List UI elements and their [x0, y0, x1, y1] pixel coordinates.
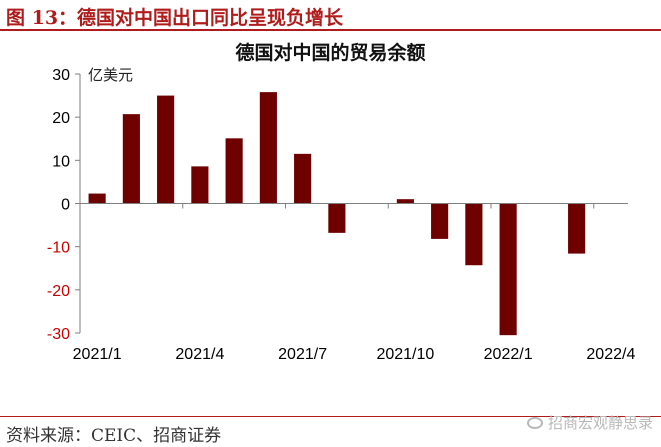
bar-2021/6 — [259, 92, 277, 204]
bar-2021/12 — [465, 203, 483, 266]
y-tick-label: 0 — [61, 197, 70, 214]
x-tick-label: 2021/7 — [278, 346, 327, 363]
x-tick-label: 2021/1 — [73, 346, 122, 363]
y-tick-label: 10 — [52, 153, 70, 170]
bar-2021/4 — [191, 166, 209, 204]
bar-2021/5 — [225, 138, 243, 204]
bar-chart: 30 20 10 0 -10 -20 -30 亿美元 2021/1 2021/4 2021/7 202… — [47, 66, 636, 363]
x-tick-label: 2021/4 — [175, 346, 224, 363]
y-tick-label: 30 — [52, 67, 70, 84]
y-tick-label: -30 — [47, 326, 70, 343]
x-tick-label: 2021/10 — [376, 346, 434, 363]
chart-title: 德国对中国的贸易余额 — [235, 42, 426, 64]
y-tick-label: 20 — [52, 110, 70, 127]
watermark-text: 招商宏观静思录 — [547, 414, 653, 432]
bar-2021/3 — [157, 95, 175, 204]
x-tick-label: 2022/1 — [484, 346, 533, 363]
bar-2021/1 — [88, 193, 106, 204]
bar-2021/8 — [328, 203, 346, 233]
bar-2022/1 — [499, 203, 517, 336]
unit-label: 亿美元 — [88, 66, 133, 84]
watermark: 招商宏观静思录 — [526, 412, 653, 433]
y-tick-label: -10 — [47, 240, 70, 257]
figure-header: 图 13：德国对中国出口同比呈现负增长 — [0, 0, 661, 31]
wechat-icon — [526, 416, 543, 429]
bar-2021/2 — [122, 114, 140, 204]
source-note: 资料来源：CEIC、招商证券 — [6, 426, 222, 446]
footer-divider — [0, 416, 661, 417]
x-tick-label: 2022/4 — [586, 346, 635, 363]
bar-2022/3 — [568, 203, 586, 254]
y-tick-label: -20 — [47, 283, 70, 300]
bar-2021/7 — [294, 153, 312, 204]
figure-title: 图 13：德国对中国出口同比呈现负增长 — [6, 7, 344, 29]
bar-2021/11 — [431, 203, 449, 239]
bar-2021/10 — [396, 199, 414, 204]
